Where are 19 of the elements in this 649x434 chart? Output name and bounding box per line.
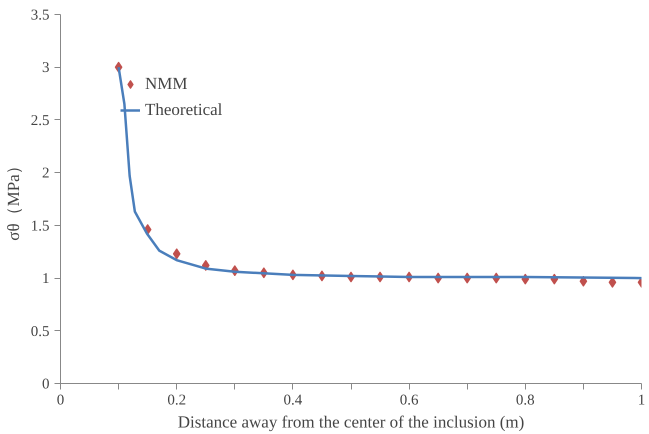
x-tick-label: 0 <box>56 392 64 408</box>
x-tick-label: 0.4 <box>284 392 303 408</box>
y-tick-label: 0.5 <box>30 324 50 340</box>
x-tick-label: 0.2 <box>167 392 186 408</box>
y-tick-label: 2 <box>42 166 50 182</box>
y-tick-label: 2.5 <box>30 112 50 129</box>
x-tick-label: 0.6 <box>400 392 419 408</box>
legend-label: NMM <box>145 74 188 94</box>
x-axis-title: Distance away from the center of the inclusion (m) <box>178 412 524 432</box>
y-tick-label: 0 <box>42 376 50 392</box>
x-tick-label: 0.8 <box>516 392 535 408</box>
legend-label: Theoretical <box>145 100 222 120</box>
y-tick-label: 3.5 <box>30 8 50 24</box>
y-axis-title: σθ（MPa） <box>4 157 23 241</box>
point <box>172 248 181 260</box>
x-tick-label: 1 <box>638 392 646 408</box>
y-tick-label: 3 <box>42 60 50 76</box>
y-tick-label: 1 <box>42 271 50 288</box>
y-tick-label: 1.5 <box>30 218 50 234</box>
